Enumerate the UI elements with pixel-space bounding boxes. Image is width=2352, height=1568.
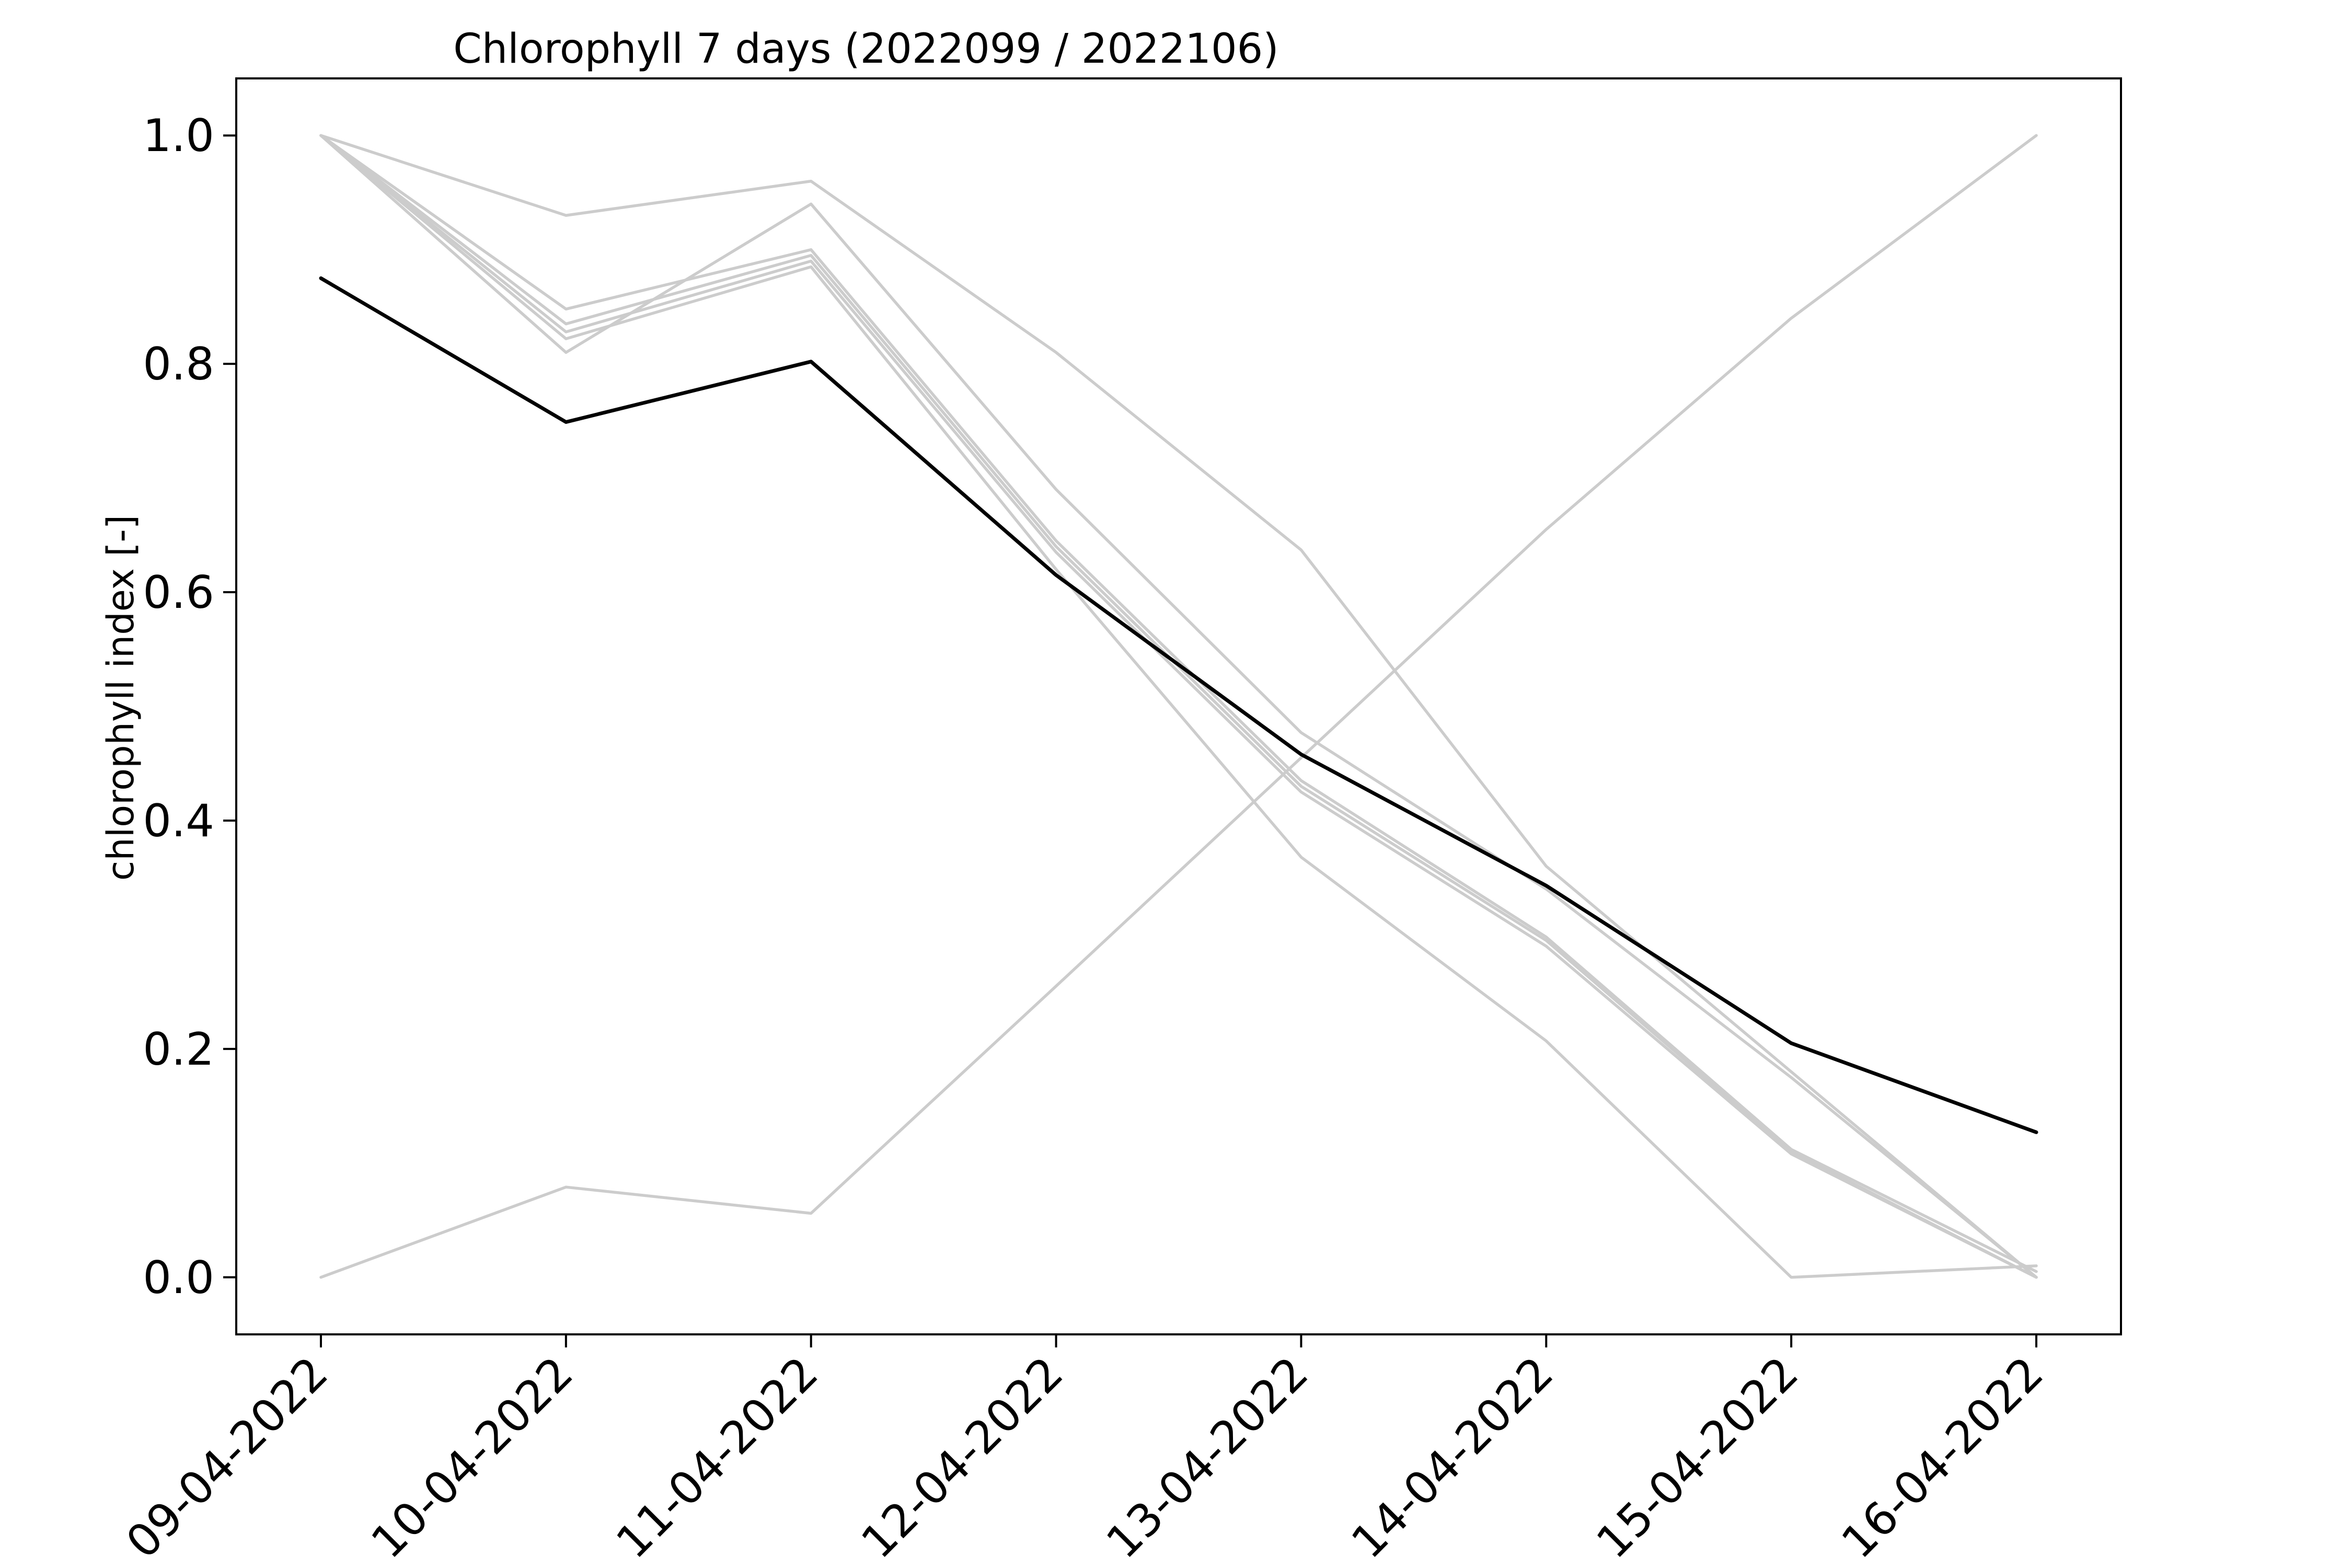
x-tick-label: 13-04-2022 — [1097, 1347, 1318, 1568]
series-line-highlight — [319, 276, 2038, 1134]
series-line-3 — [319, 134, 2038, 1273]
x-axis: 09-04-2022 10-04-2022 11-04-2022 12-04-2022… — [117, 1334, 2054, 1568]
x-tick-label: 12-04-2022 — [851, 1347, 1073, 1568]
x-tick-label: 09-04-2022 — [117, 1347, 338, 1568]
x-tick-label: 15-04-2022 — [1587, 1347, 1808, 1568]
series-line-5 — [319, 134, 2038, 1279]
x-tick-label: 10-04-2022 — [362, 1347, 583, 1568]
y-tick-label: 1.0 — [143, 110, 214, 162]
chart-title: Chlorophyll 7 days (2022099 / 2022106) — [453, 26, 1278, 73]
series-line-1 — [319, 134, 2038, 1279]
series-line-6 — [319, 134, 2038, 1279]
plot-frame — [235, 77, 2122, 1335]
y-axis: 0.0 0.2 0.4 0.6 0.8 1.0 — [143, 110, 236, 1304]
y-tick-label: 0.4 — [143, 795, 214, 847]
y-tick-label: 0.6 — [143, 567, 214, 619]
y-axis-label: chlorophyll index [-] — [99, 515, 142, 881]
series-line-7 — [319, 134, 2038, 1279]
series-layer — [319, 134, 2038, 1279]
x-tick-label: 11-04-2022 — [606, 1347, 828, 1568]
x-tick-label: 14-04-2022 — [1342, 1347, 1563, 1568]
y-tick-label: 0.2 — [143, 1023, 214, 1076]
x-tick-label: 16-04-2022 — [1832, 1347, 2054, 1568]
y-tick-label: 0.0 — [143, 1252, 214, 1304]
y-tick-label: 0.8 — [143, 338, 214, 390]
